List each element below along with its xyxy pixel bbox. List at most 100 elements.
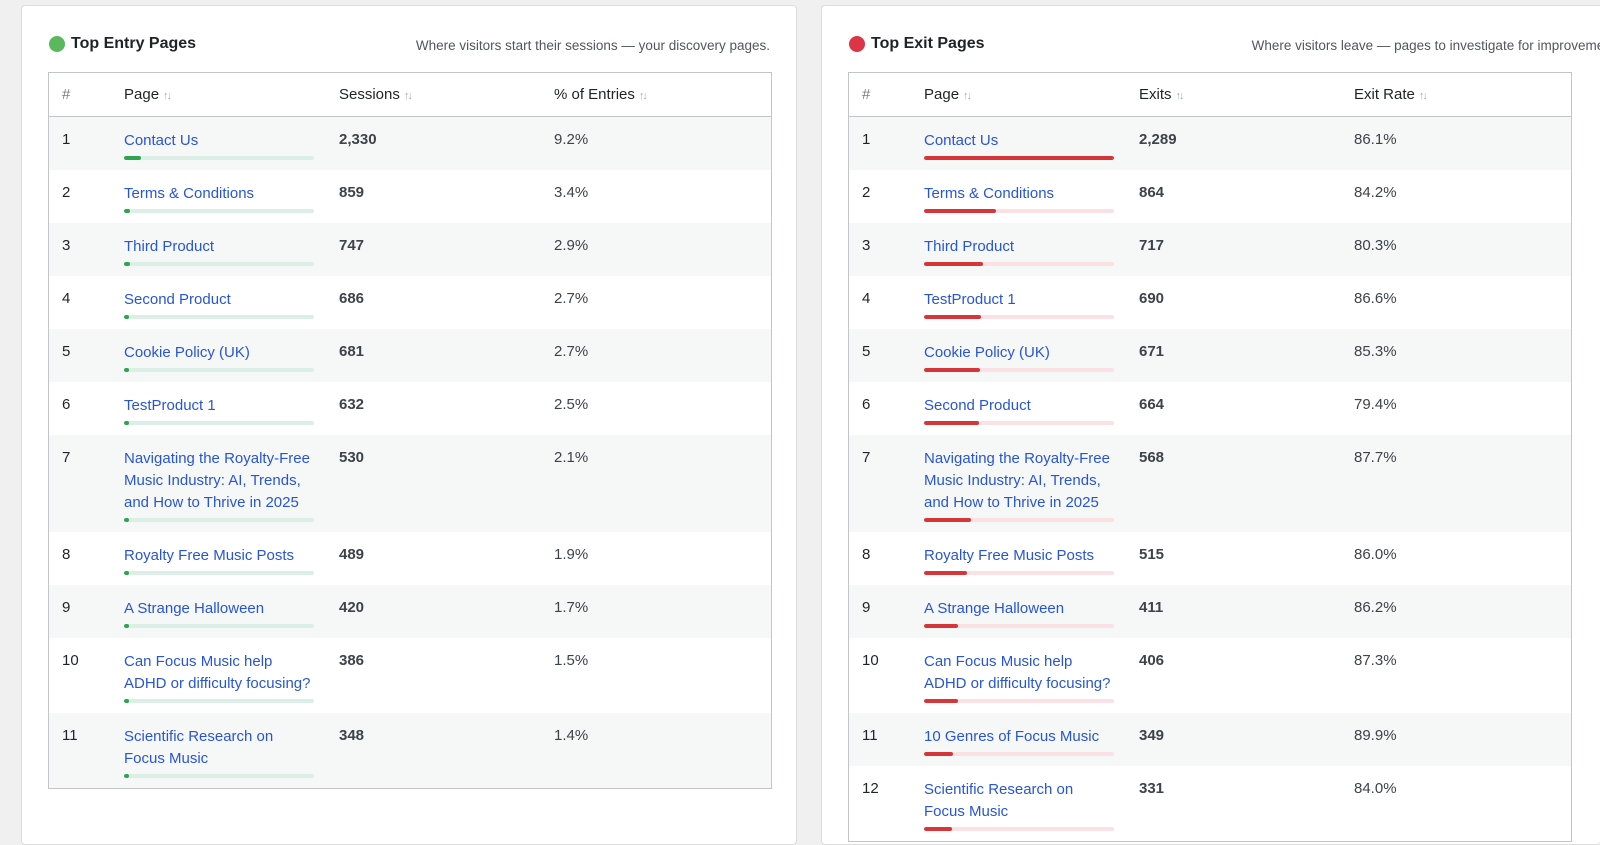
- table-header: # Page ↑↓ Sessions ↑↓ % of Entries ↑↓: [49, 73, 771, 117]
- row-page-cell: Cookie Policy (UK): [111, 329, 326, 382]
- row-percent: 2.7%: [554, 343, 589, 360]
- sort-icon[interactable]: ↑↓: [1175, 90, 1185, 102]
- share-bar: [124, 156, 314, 160]
- table-row: 2 Terms & Conditions 864 84.2%: [849, 170, 1571, 223]
- share-bar: [924, 262, 1114, 266]
- page-link[interactable]: Scientific Research on Focus Music: [924, 781, 1074, 820]
- share-bar: [924, 209, 1114, 213]
- row-value: 681: [339, 343, 365, 360]
- page-link[interactable]: Cookie Policy (UK): [124, 344, 250, 361]
- share-bar-fill: [924, 571, 967, 575]
- share-bar-fill: [124, 774, 129, 778]
- table-row: 8 Royalty Free Music Posts 489 1.9%: [49, 532, 771, 585]
- sort-icon[interactable]: ↑↓: [963, 90, 972, 102]
- col-page-header[interactable]: Page ↑↓: [924, 86, 972, 103]
- sort-icon[interactable]: ↑↓: [163, 90, 172, 102]
- page-link[interactable]: 10 Genres of Focus Music: [924, 728, 1100, 745]
- share-bar: [924, 827, 1114, 831]
- share-bar: [124, 421, 314, 425]
- row-value: 747: [339, 237, 365, 254]
- col-page-header[interactable]: Page ↑↓: [124, 86, 172, 103]
- page-link[interactable]: Can Focus Music help ADHD or difficulty …: [124, 653, 311, 692]
- exit-table: # Page ↑↓ Exits ↑↓ Exit Rate ↑↓ 1 Contact Us…: [848, 72, 1572, 842]
- table-header: # Page ↑↓ Exits ↑↓ Exit Rate ↑↓: [849, 73, 1571, 117]
- page-link[interactable]: A Strange Halloween: [924, 600, 1065, 617]
- share-bar: [124, 262, 314, 266]
- page-link[interactable]: Second Product: [124, 291, 231, 308]
- row-value: 515: [1139, 546, 1165, 563]
- page-link[interactable]: Navigating the Royalty-Free Music Indust…: [124, 450, 310, 511]
- row-rank: 9: [62, 599, 71, 616]
- row-rank: 11: [62, 727, 78, 744]
- share-bar-fill: [924, 624, 959, 628]
- page-link[interactable]: TestProduct 1: [924, 291, 1016, 308]
- page-link[interactable]: Can Focus Music help ADHD or difficulty …: [924, 653, 1111, 692]
- table-row: 6 TestProduct 1 632 2.5%: [49, 382, 771, 435]
- col-exit-rate-header[interactable]: Exit Rate ↑↓: [1354, 86, 1428, 103]
- table-row: 1 Contact Us 2,330 9.2%: [49, 117, 771, 170]
- row-page-cell: Second Product: [111, 276, 326, 329]
- row-page-cell: Scientific Research on Focus Music: [111, 713, 326, 788]
- page-link[interactable]: Royalty Free Music Posts: [124, 547, 295, 564]
- row-rank: 7: [862, 449, 871, 466]
- share-bar-fill: [924, 752, 953, 756]
- page-link[interactable]: Royalty Free Music Posts: [924, 547, 1095, 564]
- row-page-cell: Second Product: [911, 382, 1126, 435]
- col-exits-header[interactable]: Exits ↑↓: [1139, 86, 1185, 103]
- col-pct-header[interactable]: % of Entries ↑↓: [554, 86, 648, 103]
- row-percent: 2.5%: [554, 396, 589, 413]
- page-link[interactable]: Third Product: [924, 238, 1015, 255]
- sort-icon[interactable]: ↑↓: [638, 90, 648, 102]
- row-value: 632: [339, 396, 365, 413]
- page-link[interactable]: Cookie Policy (UK): [924, 344, 1050, 361]
- row-rank: 10: [862, 652, 879, 669]
- page-link[interactable]: Navigating the Royalty-Free Music Indust…: [924, 450, 1110, 511]
- table-row: 6 Second Product 664 79.4%: [849, 382, 1571, 435]
- share-bar-fill: [124, 699, 129, 703]
- page-link[interactable]: A Strange Halloween: [124, 600, 265, 617]
- table-row: 10 Can Focus Music help ADHD or difficult…: [849, 638, 1571, 713]
- row-rank: 8: [862, 546, 871, 563]
- page-link[interactable]: Scientific Research on Focus Music: [124, 728, 274, 767]
- share-bar: [924, 421, 1114, 425]
- row-page-cell: Royalty Free Music Posts: [911, 532, 1126, 585]
- share-bar-fill: [124, 624, 129, 628]
- row-percent: 86.6%: [1354, 290, 1397, 307]
- row-percent: 2.1%: [554, 449, 589, 466]
- sort-icon[interactable]: ↑↓: [403, 90, 413, 102]
- share-bar-fill: [124, 209, 131, 213]
- top-exit-pages-panel: Top Exit Pages Where visitors leave — pa…: [821, 5, 1600, 845]
- page-link[interactable]: Terms & Conditions: [924, 185, 1055, 202]
- share-bar: [924, 368, 1114, 372]
- share-bar-fill: [924, 827, 952, 831]
- row-page-cell: Third Product: [111, 223, 326, 276]
- page-link[interactable]: Contact Us: [924, 132, 999, 149]
- col-num-header: #: [862, 86, 871, 103]
- row-page-cell: 10 Genres of Focus Music: [911, 713, 1126, 766]
- status-dot-icon: [49, 36, 65, 52]
- col-sessions-header[interactable]: Sessions ↑↓: [339, 86, 413, 103]
- sort-icon[interactable]: ↑↓: [1418, 90, 1428, 102]
- row-value: 568: [1139, 449, 1165, 466]
- table-row: 1 Contact Us 2,289 86.1%: [849, 117, 1571, 170]
- row-value: 530: [339, 449, 365, 466]
- share-bar-fill: [924, 699, 958, 703]
- row-rank: 1: [62, 131, 71, 148]
- page-link[interactable]: TestProduct 1: [124, 397, 216, 414]
- share-bar-fill: [124, 315, 130, 319]
- page-link[interactable]: Third Product: [124, 238, 215, 255]
- share-bar: [924, 752, 1114, 756]
- table-row: 11 10 Genres of Focus Music 349 89.9%: [849, 713, 1571, 766]
- page-link[interactable]: Terms & Conditions: [124, 185, 255, 202]
- share-bar: [124, 571, 314, 575]
- entry-table: # Page ↑↓ Sessions ↑↓ % of Entries ↑↓ 1 Cont…: [48, 72, 772, 789]
- row-rank: 12: [862, 780, 879, 797]
- row-value: 859: [339, 184, 365, 201]
- share-bar-fill: [924, 262, 984, 266]
- page-link[interactable]: Second Product: [924, 397, 1031, 414]
- page-link[interactable]: Contact Us: [124, 132, 199, 149]
- row-value: 2,289: [1139, 131, 1177, 148]
- row-rank: 2: [862, 184, 871, 201]
- row-value: 489: [339, 546, 365, 563]
- share-bar-fill: [924, 368, 980, 372]
